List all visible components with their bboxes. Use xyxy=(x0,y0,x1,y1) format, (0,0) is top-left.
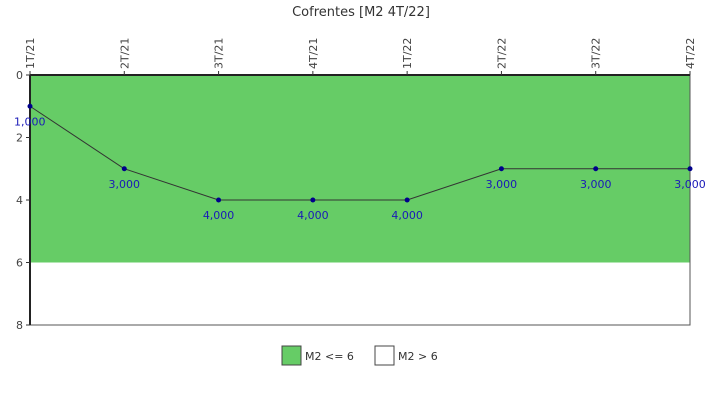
legend-swatch-band-1 xyxy=(281,345,302,366)
x-tick-label: 3T/22 xyxy=(590,38,603,69)
x-tick-label: 1T/21 xyxy=(24,38,37,69)
data-label: 4,000 xyxy=(297,209,329,222)
y-tick-label: 0 xyxy=(16,69,23,82)
data-point xyxy=(121,166,127,172)
x-tick-label: 2T/21 xyxy=(118,38,131,69)
data-label: 3,000 xyxy=(580,178,612,191)
plot-area: 0 2 4 6 8 1T/21 2T/21 3T/21 4T/21 1T/22 2T/22 3T/22… xyxy=(14,38,706,332)
y-tick-label: 4 xyxy=(16,194,23,207)
data-point xyxy=(27,103,33,109)
x-tick-label: 2T/22 xyxy=(495,38,508,69)
data-label: 1,000 xyxy=(14,115,46,128)
x-tick-label: 1T/22 xyxy=(401,38,414,69)
data-point xyxy=(310,197,316,203)
legend-swatch-band-2 xyxy=(374,345,395,366)
x-tick-label: 4T/21 xyxy=(307,38,320,69)
data-label: 4,000 xyxy=(203,209,235,222)
data-point xyxy=(687,166,693,172)
y-tick-label: 6 xyxy=(16,257,23,270)
data-point xyxy=(404,197,410,203)
x-tick-label: 4T/22 xyxy=(684,38,697,69)
y-tick-label: 8 xyxy=(16,319,23,332)
y-tick-label: 2 xyxy=(16,132,23,145)
x-tick-label: 3T/21 xyxy=(213,38,226,69)
series-line xyxy=(29,105,690,201)
band-2 xyxy=(30,262,690,325)
data-point xyxy=(216,197,222,203)
legend: M2 <= 6 M2 > 6 xyxy=(281,345,438,366)
data-label: 3,000 xyxy=(486,178,518,191)
legend-label-band-2: M2 > 6 xyxy=(398,350,438,363)
data-label: 4,000 xyxy=(391,209,423,222)
legend-label-band-1: M2 <= 6 xyxy=(305,350,354,363)
data-label: 3,000 xyxy=(674,178,706,191)
data-point xyxy=(593,166,599,172)
data-point xyxy=(498,166,504,172)
chart-title: Cofrentes [M2 4T/22] xyxy=(292,5,430,20)
data-label: 3,000 xyxy=(109,178,141,191)
